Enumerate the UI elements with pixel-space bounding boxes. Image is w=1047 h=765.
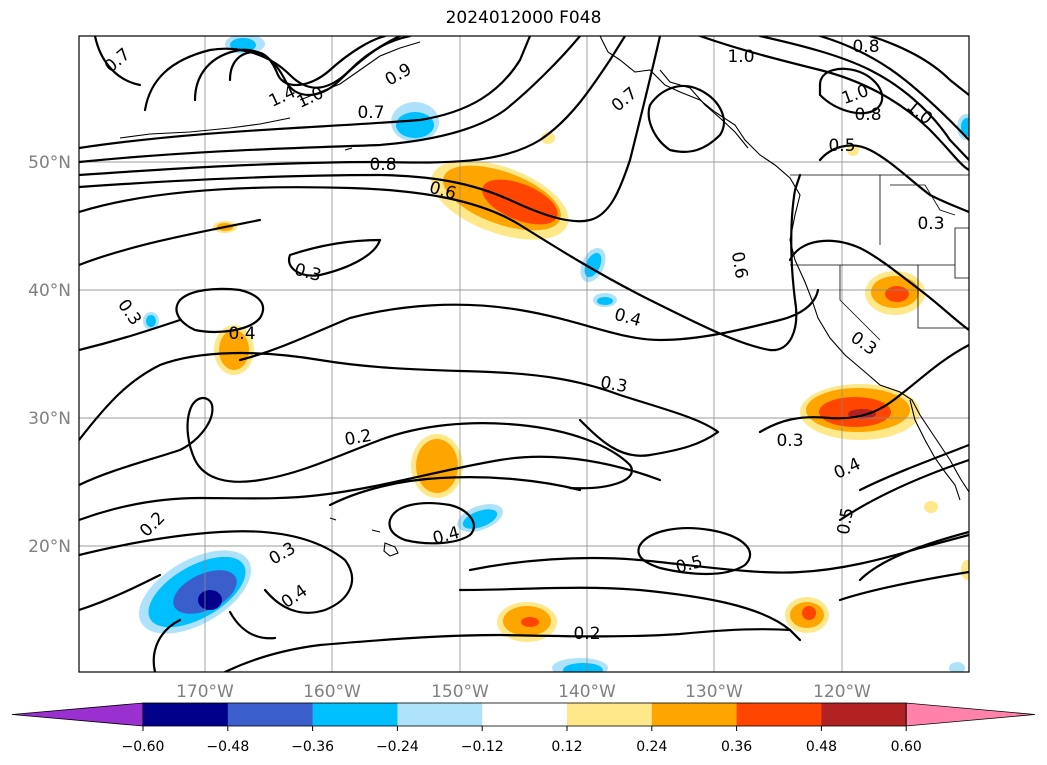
contour-label: 0.7	[357, 103, 384, 123]
contour-label: 0.8	[854, 105, 881, 125]
contour-label: 0.2	[343, 426, 373, 450]
colorbar-tick-labels: −0.60 −0.48 −0.36 −0.24 −0.12 0.12 0.24 0.36 0.4…	[122, 726, 922, 755]
lat-label-30n: 30°N	[28, 409, 71, 429]
lon-label-130w: 130°W	[685, 682, 743, 702]
colorbar-segment	[312, 703, 398, 726]
contour-label: 0.5	[834, 506, 858, 536]
colorbar-tick-label: −0.12	[461, 739, 504, 755]
colorbar-extend-max	[905, 702, 1036, 727]
colorbar-tick-label: 0.60	[891, 739, 922, 755]
contour-label: 0.3	[776, 431, 803, 451]
contour-label: 0.5	[828, 136, 855, 156]
colorbar-extend-min	[11, 702, 144, 727]
lat-label-40n: 40°N	[28, 281, 71, 301]
colorbar-segment	[821, 703, 907, 726]
colorbar-tick-label: 0.24	[636, 739, 667, 755]
contour-label: 0.8	[852, 37, 879, 57]
contour-label: 0.6	[727, 250, 751, 280]
colorbar-segment	[227, 703, 314, 726]
contour-label: 1.0	[727, 47, 754, 67]
lon-label-160w: 160°W	[303, 682, 361, 702]
colorbar-segment	[736, 703, 822, 726]
lon-label-150w: 150°W	[431, 682, 489, 702]
lat-label-20n: 20°N	[28, 537, 71, 557]
colorbar-tick-label: 0.36	[721, 739, 752, 755]
longitude-labels: 170°W 160°W 150°W 140°W 130°W 120°W	[176, 682, 871, 702]
latitude-labels: 50°N 40°N 30°N 20°N	[28, 153, 71, 557]
state-borders	[790, 174, 969, 341]
colorbar-outline	[142, 702, 907, 727]
lon-label-170w: 170°W	[176, 682, 234, 702]
map-title: 2024012000 F048	[445, 8, 602, 28]
colorbar-tick-label: 0.48	[806, 739, 837, 755]
colorbar-tick-label: 0.12	[551, 739, 582, 755]
contour-label: 0.4	[228, 324, 255, 344]
contour-label: 0.8	[369, 155, 396, 175]
colorbar-segment	[397, 703, 483, 726]
colorbar-tick-label: −0.48	[206, 739, 249, 755]
colorbar-segment	[143, 703, 229, 726]
contour-label: 0.3	[917, 214, 944, 234]
colorbar	[11, 702, 1036, 727]
plot-frame	[78, 35, 970, 673]
lat-label-50n: 50°N	[28, 153, 71, 173]
colorbar-segment	[482, 703, 568, 726]
colorbar-tick-label: −0.36	[291, 739, 334, 755]
colorbar-segment	[567, 703, 653, 726]
contour-label: 0.2	[573, 624, 600, 644]
lon-label-120w: 120°W	[813, 682, 871, 702]
colorbar-tick-label: −0.60	[122, 739, 165, 755]
lon-label-140w: 140°W	[558, 682, 616, 702]
colorbar-segment	[651, 703, 738, 726]
contour-label: 0.3	[599, 373, 629, 397]
colorbar-tick-label: −0.24	[376, 739, 419, 755]
contour-lines	[79, 36, 969, 672]
